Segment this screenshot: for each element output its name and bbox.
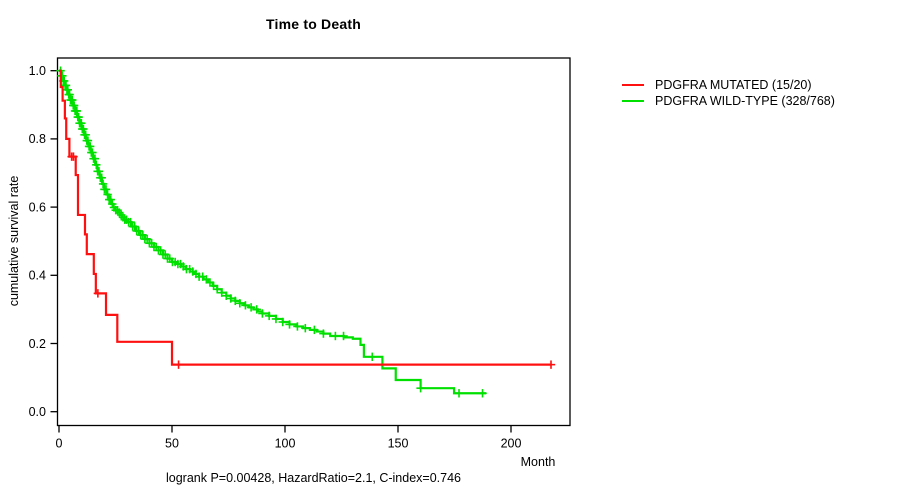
km-curve-mutated — [59, 69, 552, 366]
y-tick-label: 1.0 — [29, 64, 46, 78]
x-axis-label: Month — [520, 455, 556, 469]
legend-row-wildtype: PDGFRA WILD-TYPE (328/768) — [622, 93, 835, 109]
legend-row-mutated: PDGFRA MUTATED (15/20) — [622, 77, 835, 93]
legend-label-wildtype: PDGFRA WILD-TYPE (328/768) — [655, 94, 835, 108]
x-tick-label: 100 — [275, 437, 296, 451]
km-curve-wildtype — [59, 69, 487, 395]
legend: PDGFRA MUTATED (15/20) PDGFRA WILD-TYPE … — [622, 77, 835, 109]
plot-box — [56, 57, 571, 427]
legend-line-icon-wildtype — [622, 100, 644, 102]
y-tick-label: 0.6 — [29, 200, 46, 214]
legend-label-mutated: PDGFRA MUTATED (15/20) — [655, 78, 812, 92]
legend-line-icon-mutated — [622, 84, 644, 86]
y-tick-label: 0.2 — [29, 337, 46, 351]
x-tick-label: 150 — [388, 437, 409, 451]
x-tick-label: 200 — [501, 437, 522, 451]
x-tick-label: 50 — [165, 437, 179, 451]
stats-caption: logrank P=0.00428, HazardRatio=2.1, C-in… — [166, 471, 461, 485]
y-tick-label: 0.8 — [29, 132, 46, 146]
y-tick-label: 0.0 — [29, 405, 46, 419]
y-tick-label: 0.4 — [29, 269, 46, 283]
chart-title: Time to Death — [266, 16, 361, 32]
x-tick-label: 0 — [56, 437, 63, 451]
